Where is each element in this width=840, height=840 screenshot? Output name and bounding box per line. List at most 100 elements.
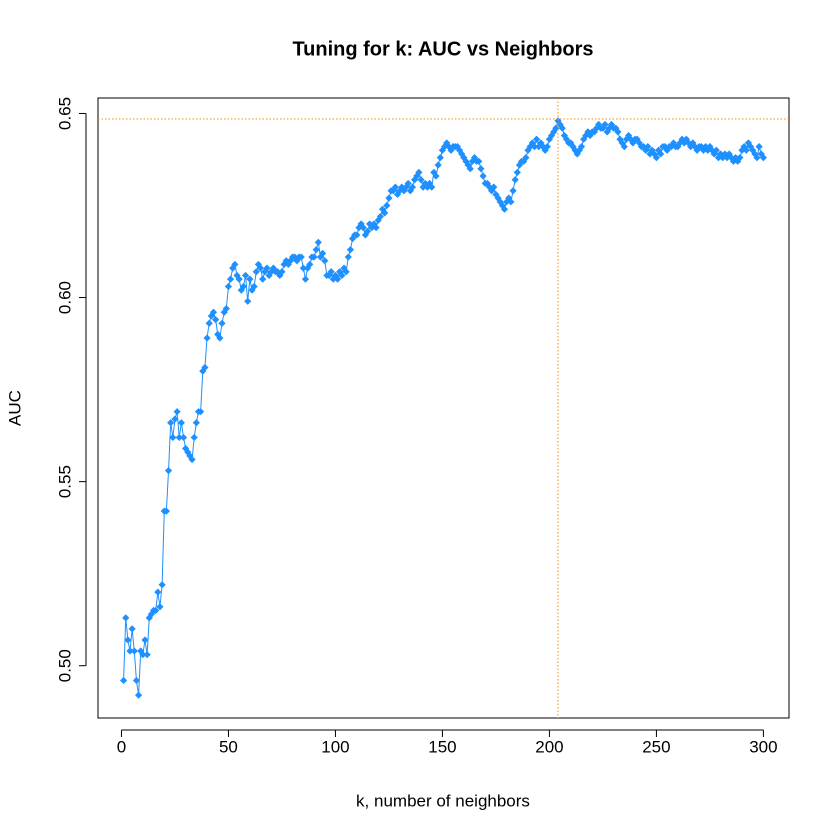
data-point	[205, 319, 213, 327]
data-point	[192, 419, 200, 427]
data-point	[222, 304, 230, 313]
data-point	[278, 268, 286, 276]
data-point	[244, 297, 252, 305]
data-point	[143, 651, 151, 659]
data-point	[321, 257, 329, 265]
data-point	[241, 271, 250, 280]
data-point	[466, 165, 474, 173]
data-point	[417, 176, 425, 184]
data-point	[316, 253, 325, 261]
data-point	[167, 419, 175, 427]
data-point	[126, 647, 134, 655]
data-point	[363, 227, 372, 235]
data-point	[147, 610, 156, 618]
data-point	[642, 146, 650, 154]
data-point	[708, 146, 716, 154]
data-point	[479, 172, 487, 180]
data-point	[633, 135, 641, 143]
data-point	[366, 220, 374, 228]
data-point	[199, 367, 207, 375]
data-point	[318, 249, 327, 257]
data-point	[231, 260, 239, 269]
data-point	[252, 268, 260, 276]
data-point	[742, 146, 750, 154]
data-point	[378, 205, 387, 213]
data-point	[470, 154, 479, 162]
data-point	[678, 135, 686, 143]
data-point	[657, 150, 665, 158]
data-point	[612, 124, 620, 132]
data-point	[725, 150, 733, 158]
data-point	[342, 268, 350, 276]
data-point	[753, 154, 761, 162]
data-point	[755, 142, 763, 151]
data-point	[128, 625, 136, 633]
x-axis-label: k, number of neighbors	[356, 791, 530, 810]
data-point	[304, 264, 312, 272]
data-point	[535, 142, 543, 151]
data-point	[173, 408, 181, 416]
data-point	[460, 154, 468, 162]
data-point	[511, 176, 519, 184]
data-point	[447, 146, 455, 154]
data-point	[156, 603, 164, 611]
data-point	[425, 179, 434, 188]
data-point	[680, 139, 688, 147]
data-point	[603, 128, 611, 136]
x-tick-label: 150	[428, 737, 456, 756]
data-point	[314, 238, 322, 246]
data-point	[372, 223, 380, 232]
data-point	[428, 183, 436, 191]
data-point	[381, 209, 389, 217]
data-point	[391, 183, 399, 191]
data-point	[436, 154, 444, 162]
data-point	[310, 253, 318, 261]
data-point	[736, 154, 744, 162]
data-point	[455, 146, 464, 154]
data-point	[396, 187, 404, 195]
data-point	[224, 282, 233, 291]
data-point	[171, 415, 179, 423]
data-point	[197, 408, 205, 416]
data-point	[263, 264, 271, 272]
data-point	[687, 142, 695, 151]
data-point	[402, 183, 410, 191]
data-point	[246, 275, 254, 283]
data-point	[475, 157, 483, 165]
x-tick-label: 300	[749, 737, 777, 756]
data-point	[282, 257, 290, 265]
data-point	[652, 154, 661, 162]
data-point	[552, 124, 560, 132]
data-point	[635, 139, 643, 147]
data-point	[408, 183, 417, 191]
data-point	[522, 154, 530, 162]
x-tick-label: 0	[117, 737, 126, 756]
data-point	[485, 183, 494, 191]
data-point	[188, 455, 196, 464]
y-tick-label: 0.65	[55, 97, 74, 130]
data-point	[644, 142, 652, 151]
data-point	[445, 142, 453, 151]
data-point	[393, 190, 402, 199]
data-point	[306, 260, 314, 269]
data-point	[280, 260, 288, 269]
data-point	[550, 128, 558, 136]
data-point	[137, 647, 145, 655]
data-point	[477, 165, 485, 173]
data-point	[357, 220, 365, 228]
data-point	[182, 444, 190, 453]
data-point	[164, 466, 173, 475]
data-point	[520, 157, 528, 165]
data-point	[333, 275, 342, 283]
x-tick-label: 250	[642, 737, 670, 756]
data-point	[500, 205, 509, 213]
data-point	[537, 139, 545, 147]
data-point	[169, 433, 177, 442]
data-point	[490, 183, 498, 191]
data-point	[141, 636, 149, 644]
data-point	[207, 312, 215, 320]
data-point	[434, 161, 442, 169]
data-point	[411, 176, 419, 184]
data-point	[214, 330, 222, 338]
